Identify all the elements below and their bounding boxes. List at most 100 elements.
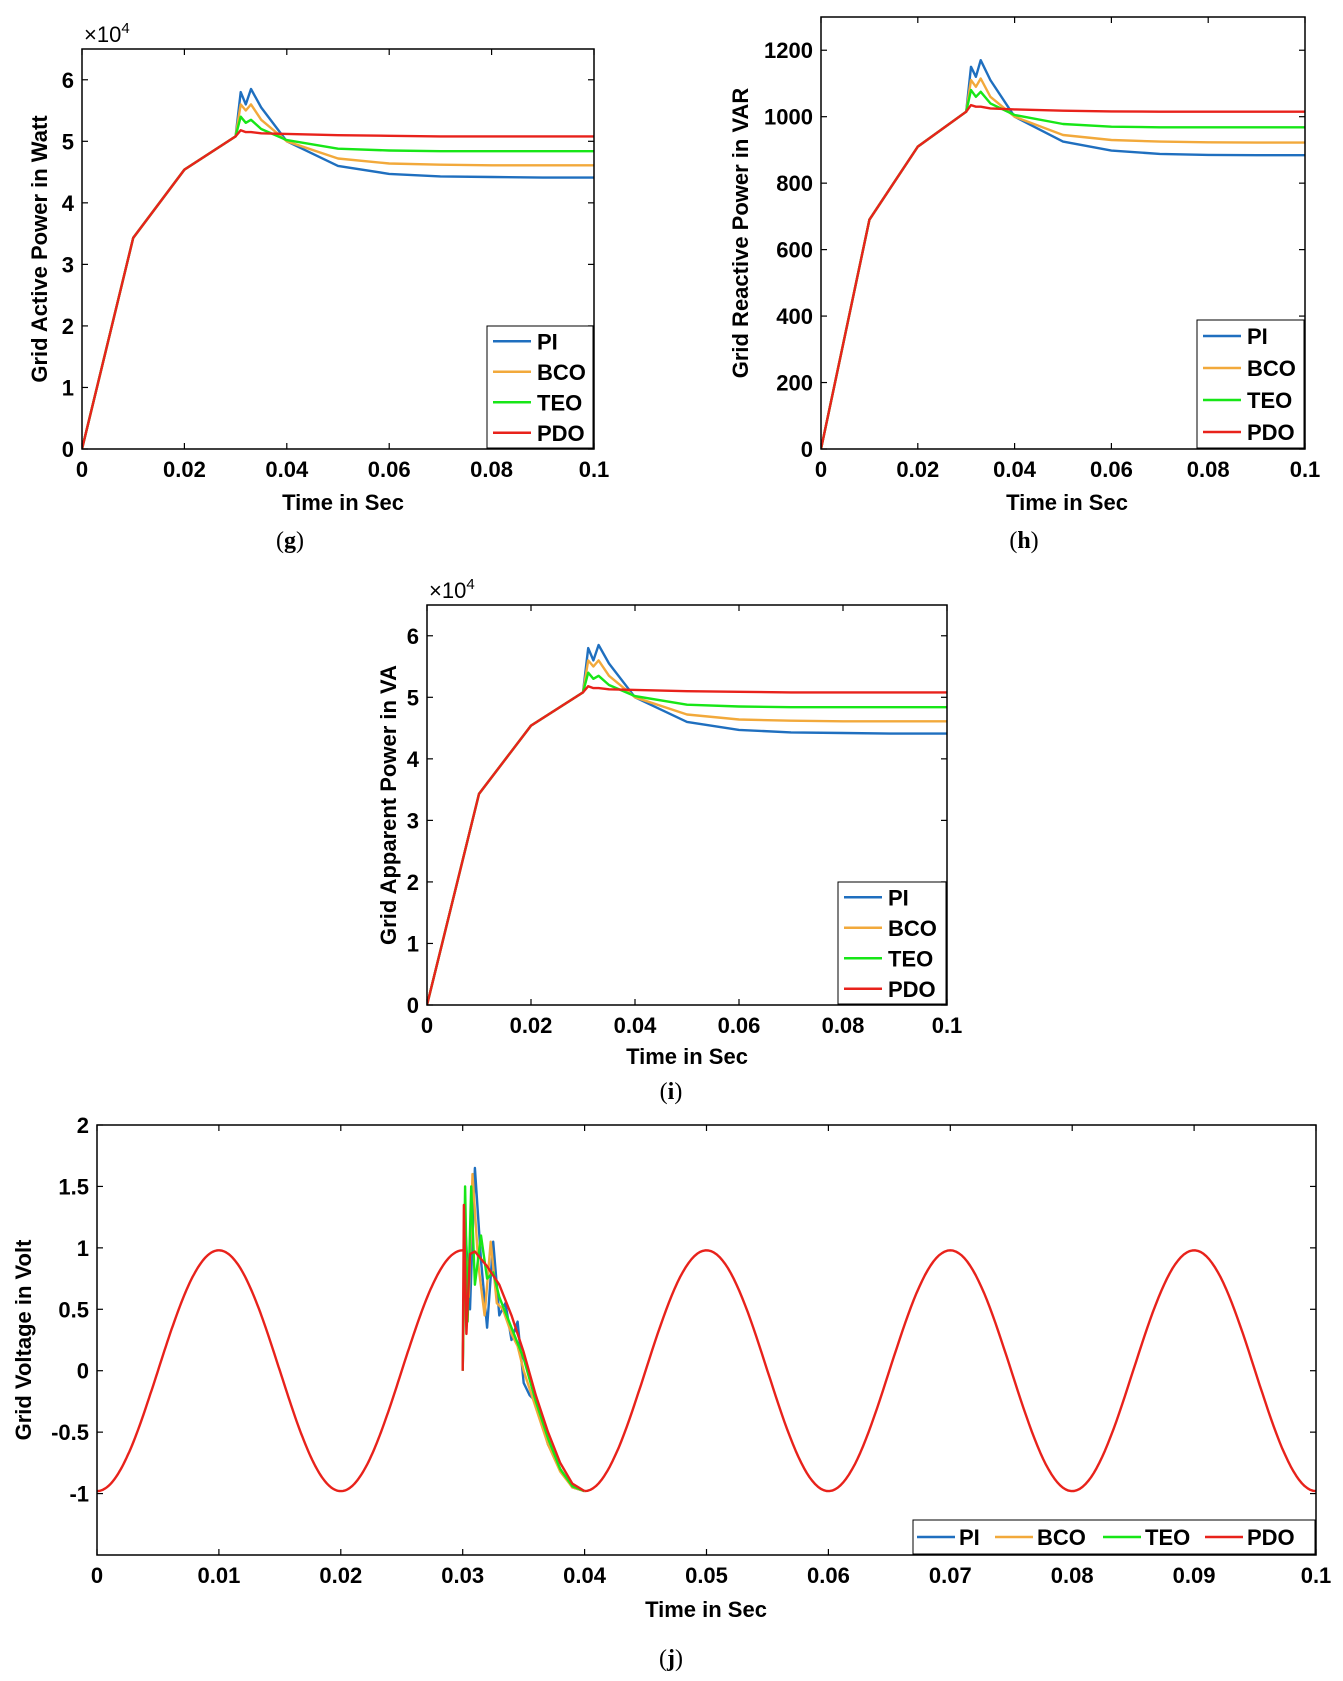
y-tick-label: 4	[407, 747, 420, 772]
y-tick-label: 6	[62, 68, 74, 93]
x-tick-label: 0.04	[563, 1563, 607, 1588]
legend-h: PI BCO TEO PDO	[1196, 319, 1305, 449]
legend-label-pdo: PDO	[888, 977, 936, 1002]
legend-label-bco: BCO	[537, 360, 586, 385]
x-tick-label: 0.1	[1301, 1563, 1332, 1588]
series-line-pdo	[821, 103, 1305, 449]
legend-label-pi: PI	[1247, 324, 1268, 349]
chart-panel-h: 0 0.02 0.04 0.06 0.08 0.1 0 200 400 600 800 1000 120…	[728, 16, 1320, 554]
y-axis-label-h: Grid Reactive Power in VAR	[728, 88, 753, 379]
y-tick-label: 400	[776, 304, 813, 329]
legend-box	[837, 881, 947, 1005]
x-tick-label: 0.02	[163, 457, 206, 482]
subcaption-j: (j)	[659, 1646, 683, 1672]
legend-label-teo: TEO	[537, 390, 582, 415]
legend-label-pi: PI	[537, 329, 558, 354]
x-tick-label: 0.06	[718, 1013, 761, 1038]
x-axis-label-h: Time in Sec	[1006, 490, 1128, 515]
x-tick-label: 0.04	[265, 457, 309, 482]
x-tick-label: 0.08	[470, 457, 513, 482]
series-line-bco	[461, 1172, 585, 1493]
y-tick-label: 0.5	[58, 1297, 89, 1322]
x-tick-label: 0	[421, 1013, 433, 1038]
exponent-label-g: ×104	[84, 20, 130, 47]
y-tick-label: 0	[801, 437, 813, 462]
legend-label-pi: PI	[888, 885, 909, 910]
y-tick-label: 1	[62, 375, 74, 400]
x-tick-label: 0.1	[579, 457, 610, 482]
legend-box	[486, 325, 594, 449]
subcaption-i: (i)	[660, 1079, 683, 1105]
y-tick-label: -1	[69, 1482, 89, 1507]
x-tick-label: 0.04	[614, 1013, 658, 1038]
ticks-i: 0 0.02 0.04 0.06 0.08 0.1 0 1 2 3 4 5 6	[407, 605, 963, 1038]
legend-j: PI BCO TEO PDO	[912, 1519, 1316, 1555]
y-axis-label-g: Grid Active Power in Watt	[27, 115, 52, 383]
x-tick-label: 0.06	[368, 457, 411, 482]
y-axis-label-i: Grid Apparent Power in VA	[376, 665, 401, 945]
x-axis-label-i: Time in Sec	[626, 1044, 748, 1069]
exponent-label-i: ×104	[429, 576, 475, 603]
subcaption-g: (g)	[276, 528, 304, 554]
y-tick-label: 3	[407, 808, 419, 833]
chart-panel-i: 0 0.02 0.04 0.06 0.08 0.1 0 1 2 3 4 5 6 ×104 Grid Ap…	[376, 576, 962, 1105]
chart-panel-g: 0 0.02 0.04 0.06 0.08 0.1 0 1 2 3 4 5 6 ×104 Grid Ac…	[27, 20, 609, 554]
legend-label-teo: TEO	[888, 946, 933, 971]
legend-label-teo: TEO	[1145, 1525, 1190, 1550]
y-tick-label: 5	[62, 129, 74, 154]
x-tick-label: 0.02	[510, 1013, 553, 1038]
x-tick-label: 0.04	[993, 457, 1037, 482]
x-axis-label-g: Time in Sec	[282, 490, 404, 515]
y-tick-label: 5	[407, 685, 419, 710]
y-tick-label: 1	[407, 931, 419, 956]
y-tick-label: 600	[776, 238, 813, 263]
x-tick-label: 0.06	[1090, 457, 1133, 482]
series-line-teo	[461, 1185, 586, 1493]
y-tick-label: 3	[62, 252, 74, 277]
x-tick-label: 0	[91, 1563, 103, 1588]
legend-label-bco: BCO	[888, 916, 937, 941]
series-line-pdo	[427, 685, 947, 1005]
ticks-g: 0 0.02 0.04 0.06 0.08 0.1 0 1 2 3 4 5 6	[62, 49, 610, 482]
axes-box-g	[81, 48, 595, 450]
x-tick-label: 0	[815, 457, 827, 482]
plot-area-j	[97, 1166, 1316, 1493]
y-tick-label: 4	[62, 191, 75, 216]
plot-area-i	[427, 643, 947, 1005]
series-line-pdo	[82, 129, 594, 449]
y-tick-label: 6	[407, 624, 419, 649]
series-line-pdo-sine	[97, 1249, 463, 1493]
y-tick-label: 800	[776, 171, 813, 196]
plot-area-g	[82, 87, 594, 449]
x-tick-label: 0.1	[1290, 457, 1321, 482]
legend-box	[1196, 319, 1305, 449]
y-tick-label: 0	[77, 1359, 89, 1384]
ticks-j: 0 0.01 0.02 0.03 0.04 0.05 0.06 0.07 0.08 0.09 0.1…	[51, 1113, 1331, 1588]
y-tick-label: 2	[407, 870, 419, 895]
y-tick-label: -0.5	[51, 1420, 89, 1445]
legend-g: PI BCO TEO PDO	[486, 325, 594, 449]
x-tick-label: 0.1	[932, 1013, 963, 1038]
x-tick-label: 0.06	[807, 1563, 850, 1588]
y-tick-label: 200	[776, 371, 813, 396]
x-axis-label-j: Time in Sec	[645, 1597, 767, 1622]
x-tick-label: 0.07	[929, 1563, 972, 1588]
chart-panel-j: 0 0.01 0.02 0.03 0.04 0.05 0.06 0.07 0.08 0.09 0.1…	[11, 1113, 1331, 1672]
y-axis-label-j: Grid Voltage in Volt	[11, 1239, 36, 1441]
legend-label-pdo: PDO	[537, 421, 585, 446]
legend-label-pdo: PDO	[1247, 420, 1295, 445]
legend-label-pi: PI	[959, 1525, 980, 1550]
axes-box-i	[426, 604, 948, 1006]
series-line-pdo	[461, 1203, 586, 1493]
x-tick-label: 0.08	[1051, 1563, 1094, 1588]
series-line-pdo-sine	[584, 1249, 1316, 1493]
x-tick-label: 0.01	[197, 1563, 240, 1588]
series-line-pi	[461, 1166, 585, 1493]
subcaption-h: (h)	[1009, 528, 1038, 554]
legend-label-bco: BCO	[1037, 1525, 1086, 1550]
ticks-h: 0 0.02 0.04 0.06 0.08 0.1 0 200 400 600 800 1000 120…	[764, 17, 1320, 482]
y-tick-label: 1200	[764, 38, 813, 63]
x-tick-label: 0.03	[441, 1563, 484, 1588]
y-tick-label: 2	[77, 1113, 89, 1138]
